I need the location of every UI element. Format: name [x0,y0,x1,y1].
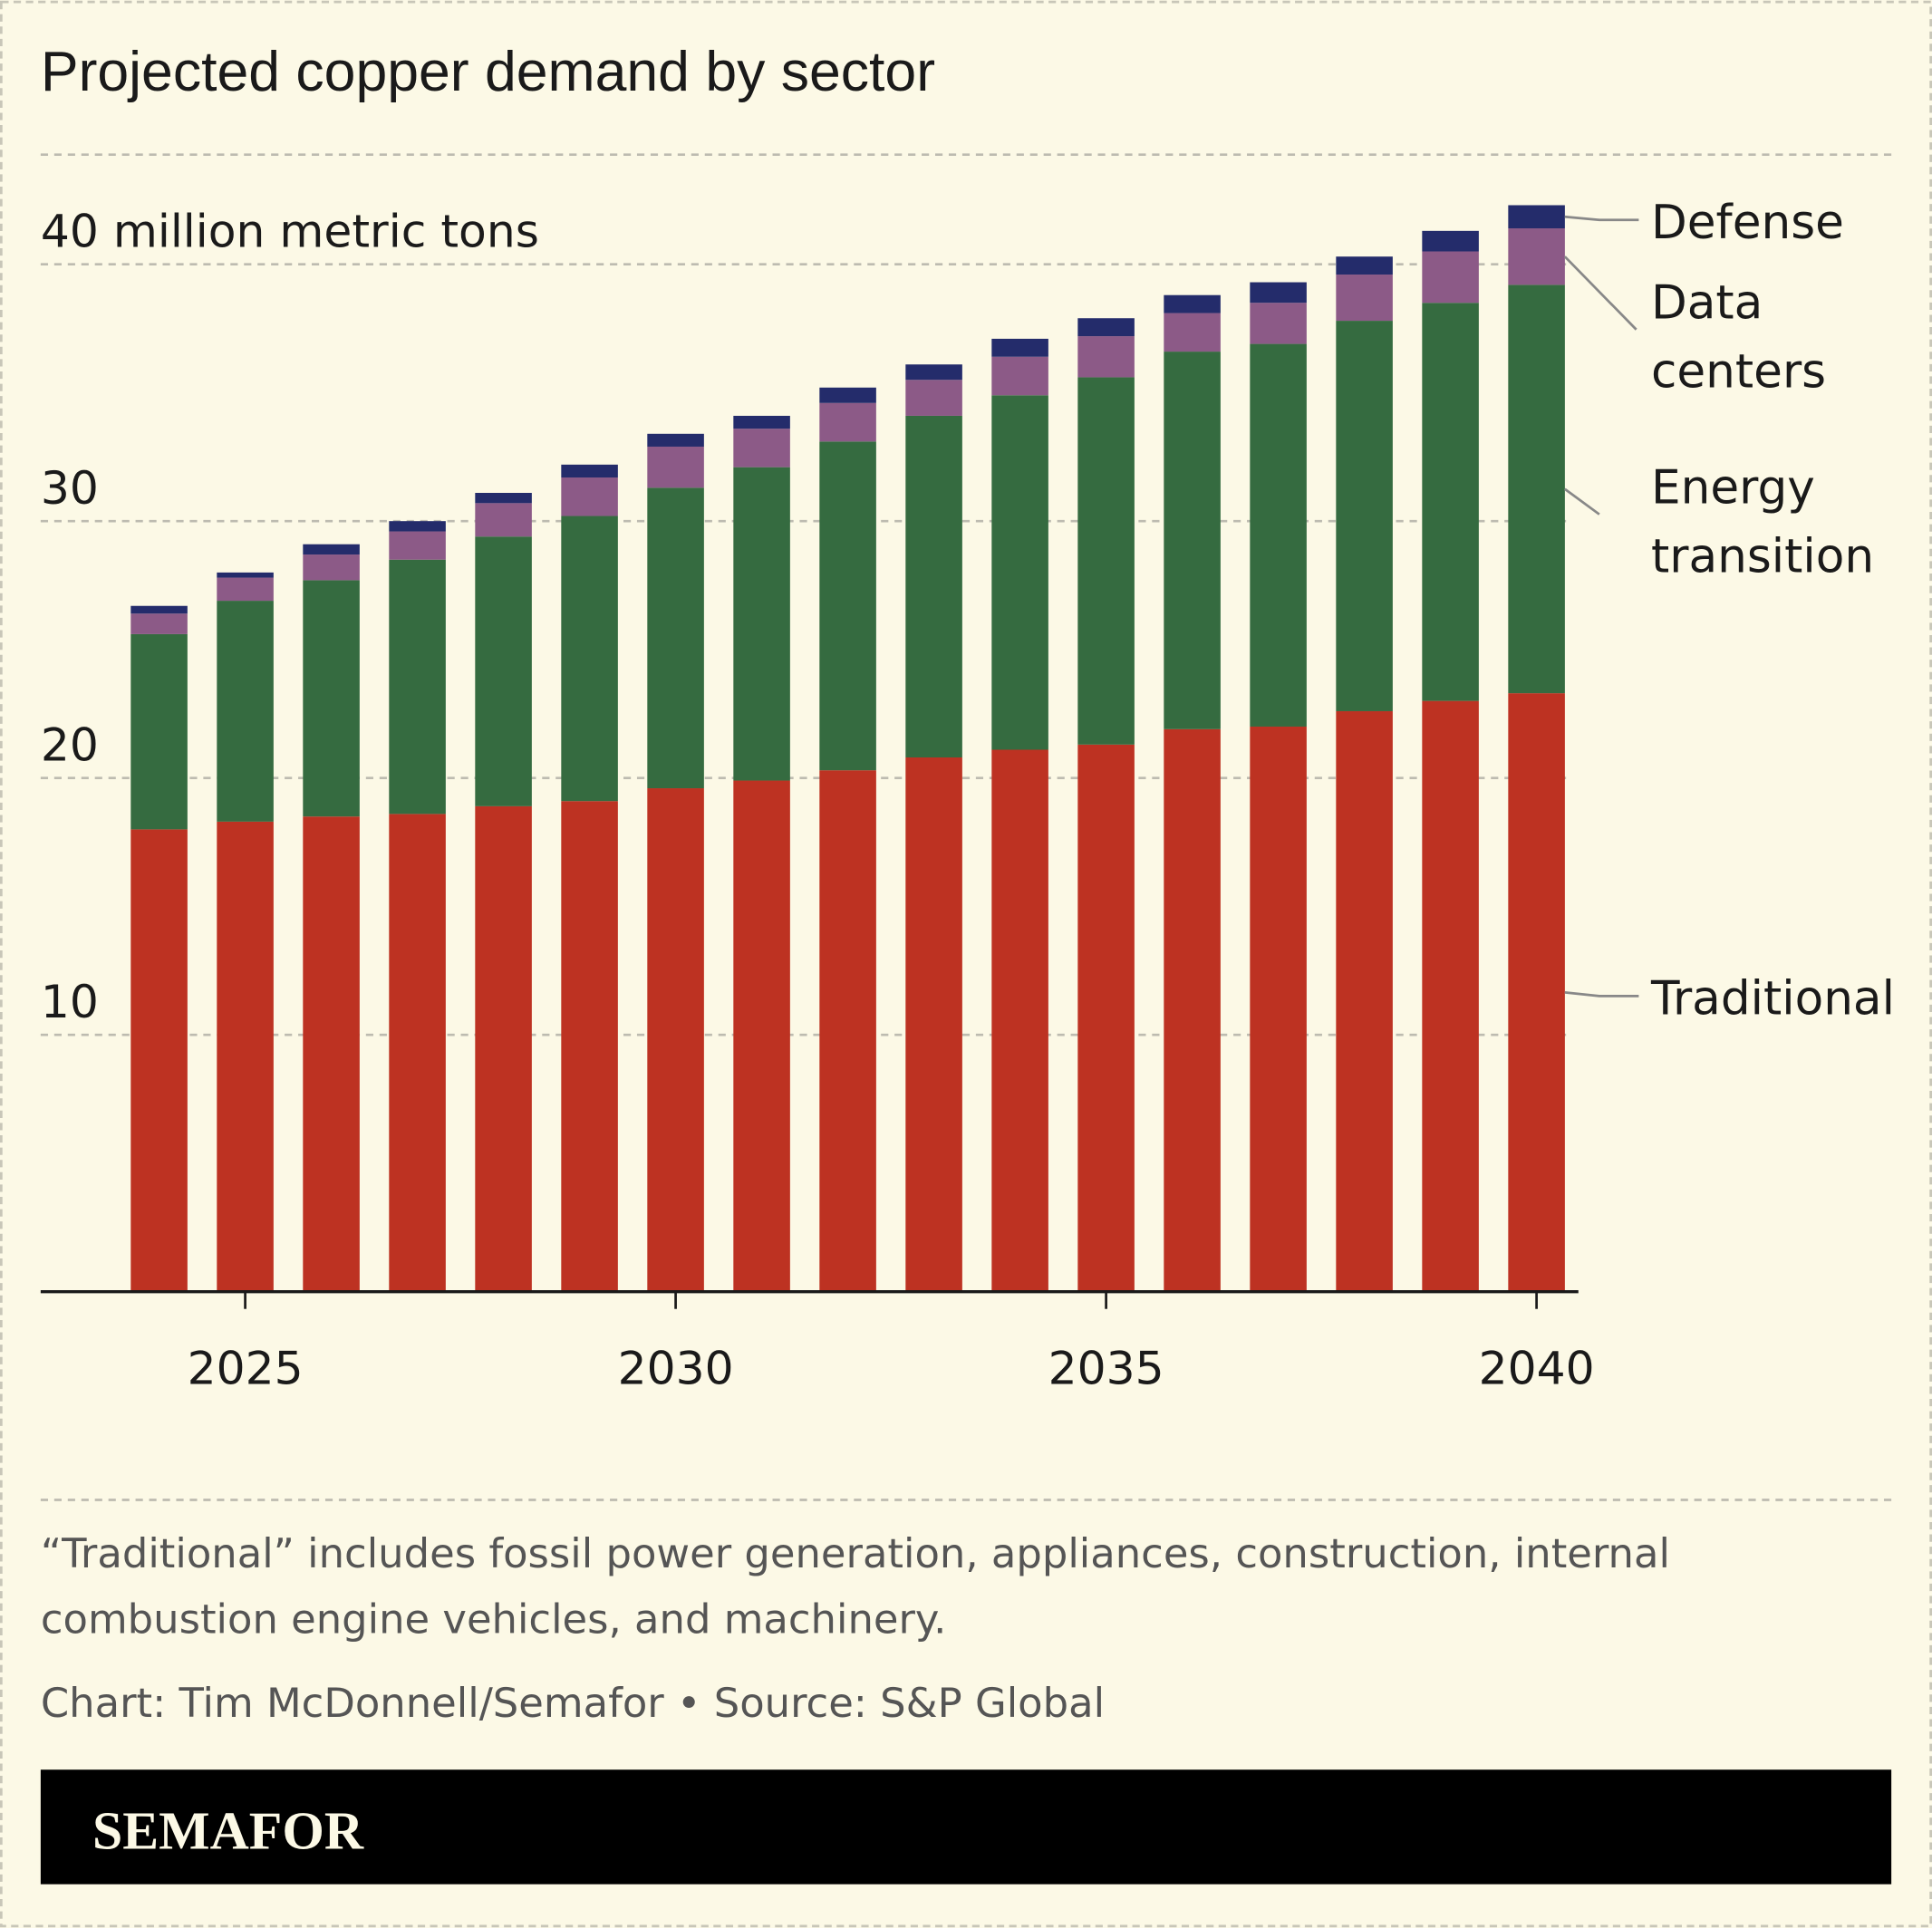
footnote-line-2: combustion engine vehicles, and machiner… [41,1595,946,1643]
bar-data-centers-2025 [217,577,274,602]
legend-label: Defense [1651,196,1844,250]
bar-traditional-2030 [647,788,704,1292]
bar-data-centers-2034 [991,356,1048,396]
bar-defense-2032 [819,387,876,403]
bar-data-centers-2035 [1077,336,1135,378]
bar-traditional-2038 [1336,710,1393,1292]
legend-label: transition [1651,530,1874,584]
bar-traditional-2028 [475,805,532,1292]
bar-traditional-2034 [991,749,1048,1292]
bar-defense-2035 [1077,318,1135,337]
bar-energy-transition-2029 [561,516,618,802]
bar-energy-transition-2026 [303,580,360,817]
bar-traditional-2037 [1250,726,1307,1292]
legend-leader-line [1563,255,1637,331]
bar-data-centers-2036 [1164,313,1221,352]
legend-label: Traditional [1650,972,1895,1027]
bar-energy-transition-2024 [130,633,188,830]
bar-defense-2034 [991,338,1048,357]
bar-defense-2024 [130,605,188,614]
bar-energy-transition-2027 [389,559,446,815]
bar-defense-2030 [647,433,704,447]
bar-energy-transition-2032 [819,441,876,771]
bar-energy-transition-2039 [1422,303,1479,701]
bar-traditional-2024 [130,829,188,1292]
bar-data-centers-2029 [561,477,618,516]
bar-energy-transition-2037 [1250,343,1307,727]
bar-traditional-2027 [389,814,446,1292]
bar-data-centers-2038 [1336,275,1393,322]
bar-traditional-2035 [1077,744,1135,1292]
bar-energy-transition-2038 [1336,321,1393,711]
x-tick-label: 2025 [188,1342,304,1395]
legend-label: centers [1651,345,1826,400]
x-tick-label: 2035 [1048,1342,1164,1395]
legend-leader-line [1564,991,1639,998]
bar-defense-2028 [475,493,532,504]
bar-traditional-2040 [1508,693,1565,1292]
bar-traditional-2036 [1164,728,1221,1292]
bar-defense-2029 [561,464,618,477]
bar-data-centers-2037 [1250,303,1307,344]
legend-leader-line [1564,215,1639,222]
chart-title: Projected copper demand by sector [41,40,935,103]
bar-data-centers-2031 [733,429,790,468]
bar-defense-2027 [389,521,446,532]
bar-data-centers-2024 [130,613,188,634]
bar-traditional-2039 [1422,700,1479,1292]
bar-defense-2037 [1250,282,1307,304]
source-credit: Chart: Tim McDonnell/Semafor • Source: S… [41,1679,1105,1727]
bar-energy-transition-2025 [217,601,274,822]
bar-traditional-2032 [819,770,876,1292]
bar-energy-transition-2030 [647,487,704,789]
bar-energy-transition-2036 [1164,352,1221,729]
y-tick-label: 40 million metric tons [41,205,539,258]
bar-defense-2026 [303,544,360,555]
y-tick-label: 30 [41,461,99,515]
bar-defense-2038 [1336,256,1393,275]
footnote-line-1: “Traditional” includes fossil power gene… [41,1529,1670,1577]
semafor-logo: SEMAFOR [92,1800,364,1860]
bar-traditional-2031 [733,780,790,1292]
bar-defense-2031 [733,415,790,429]
bar-traditional-2025 [217,821,274,1292]
bar-data-centers-2026 [303,554,360,581]
bar-defense-2033 [905,364,962,381]
bar-traditional-2029 [561,801,618,1292]
y-tick-label: 20 [41,718,99,772]
bar-data-centers-2030 [647,446,704,488]
bar-energy-transition-2031 [733,467,790,781]
bar-data-centers-2040 [1508,228,1565,285]
brand-bar [40,1769,1892,1885]
legend-label: Data [1651,276,1763,331]
legend-leader-line [1564,487,1600,516]
y-tick-label: 10 [41,975,99,1028]
bar-energy-transition-2028 [475,536,532,806]
bar-data-centers-2028 [475,503,532,537]
bar-defense-2039 [1422,230,1479,252]
bar-energy-transition-2034 [991,395,1048,750]
bar-defense-2036 [1164,294,1221,313]
bar-energy-transition-2033 [905,415,962,758]
bar-traditional-2033 [905,757,962,1292]
bar-data-centers-2033 [905,380,962,416]
bar-defense-2025 [217,572,274,578]
bar-defense-2040 [1508,205,1565,229]
bar-traditional-2026 [303,816,360,1292]
bar-energy-transition-2035 [1077,377,1135,745]
x-tick-label: 2030 [618,1342,734,1395]
legend-label: Energy [1651,460,1815,515]
x-tick-label: 2040 [1479,1342,1595,1395]
bar-energy-transition-2040 [1508,284,1565,694]
bar-data-centers-2032 [819,402,876,442]
bar-data-centers-2039 [1422,251,1479,304]
bar-data-centers-2027 [389,531,446,560]
